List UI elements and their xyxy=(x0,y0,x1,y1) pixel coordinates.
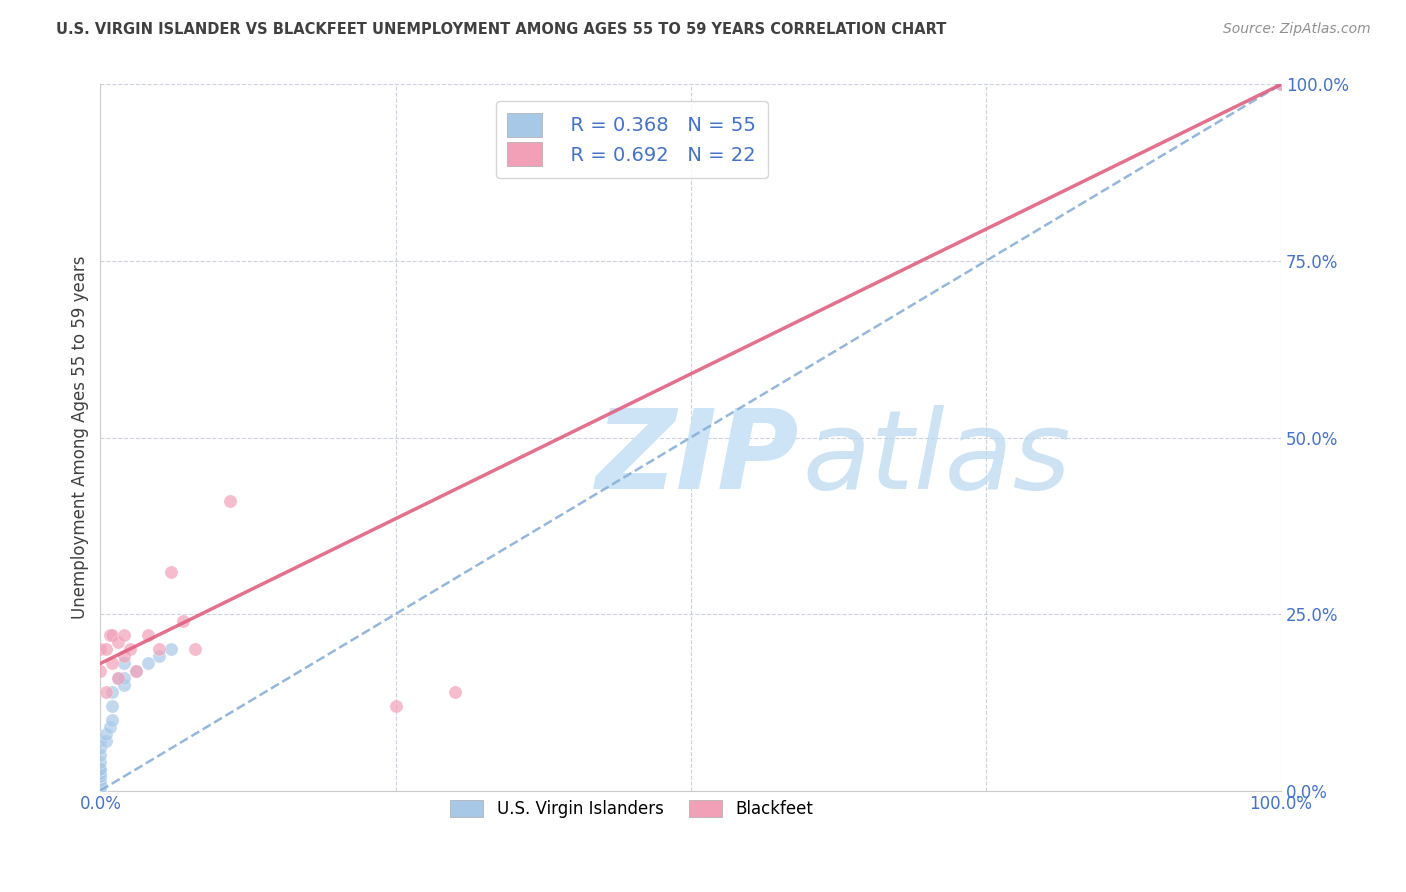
Point xyxy=(89,776,111,790)
Point xyxy=(136,657,159,671)
Point xyxy=(219,494,242,508)
Point xyxy=(89,780,111,794)
Point xyxy=(89,780,111,794)
Point xyxy=(89,783,111,797)
Point xyxy=(89,734,111,748)
Point xyxy=(160,642,183,657)
Point xyxy=(148,649,170,664)
Point xyxy=(96,734,118,748)
Point xyxy=(89,769,111,783)
Point xyxy=(96,727,118,741)
Point xyxy=(101,628,124,642)
Point xyxy=(112,628,135,642)
Point xyxy=(89,783,111,797)
Point xyxy=(89,783,111,797)
Point xyxy=(89,664,111,678)
Point xyxy=(89,783,111,797)
Point xyxy=(89,783,111,797)
Point xyxy=(89,766,111,780)
Point xyxy=(148,642,170,657)
Point xyxy=(89,783,111,797)
Text: U.S. VIRGIN ISLANDER VS BLACKFEET UNEMPLOYMENT AMONG AGES 55 TO 59 YEARS CORRELA: U.S. VIRGIN ISLANDER VS BLACKFEET UNEMPL… xyxy=(56,22,946,37)
Point xyxy=(118,642,141,657)
Point xyxy=(89,748,111,763)
Point xyxy=(89,642,111,657)
Point xyxy=(125,664,148,678)
Point xyxy=(107,671,129,685)
Point xyxy=(89,741,111,756)
Point xyxy=(89,763,111,777)
Point xyxy=(89,783,111,797)
Point xyxy=(89,783,111,797)
Point xyxy=(101,684,124,698)
Point xyxy=(112,657,135,671)
Point xyxy=(89,783,111,797)
Point xyxy=(89,783,111,797)
Text: ZIP: ZIP xyxy=(596,405,800,512)
Point xyxy=(89,780,111,794)
Point xyxy=(89,769,111,783)
Text: atlas: atlas xyxy=(803,405,1071,512)
Point xyxy=(89,776,111,790)
Point xyxy=(96,642,118,657)
Text: Source: ZipAtlas.com: Source: ZipAtlas.com xyxy=(1223,22,1371,37)
Point xyxy=(107,635,129,649)
Point xyxy=(89,783,111,797)
Point xyxy=(89,769,111,783)
Point xyxy=(112,678,135,692)
Point xyxy=(101,713,124,727)
Point xyxy=(98,720,121,734)
Point xyxy=(160,565,183,579)
Point xyxy=(112,649,135,664)
Point xyxy=(107,671,129,685)
Y-axis label: Unemployment Among Ages 55 to 59 years: Unemployment Among Ages 55 to 59 years xyxy=(72,256,89,619)
Point xyxy=(89,780,111,794)
Point xyxy=(101,698,124,713)
Point xyxy=(89,783,111,797)
Point xyxy=(136,628,159,642)
Point xyxy=(89,783,111,797)
Point xyxy=(89,783,111,797)
Point xyxy=(89,783,111,797)
Point xyxy=(1270,78,1292,92)
Point xyxy=(98,628,121,642)
Point xyxy=(443,684,465,698)
Point xyxy=(1270,78,1292,92)
Point xyxy=(96,684,118,698)
Point xyxy=(89,783,111,797)
Point xyxy=(89,776,111,790)
Point xyxy=(89,783,111,797)
Point xyxy=(89,772,111,787)
Point xyxy=(101,657,124,671)
Point xyxy=(384,698,406,713)
Point xyxy=(89,756,111,770)
Point xyxy=(89,780,111,794)
Point xyxy=(89,783,111,797)
Point xyxy=(184,642,207,657)
Point xyxy=(89,776,111,790)
Point xyxy=(89,763,111,777)
Legend: U.S. Virgin Islanders, Blackfeet: U.S. Virgin Islanders, Blackfeet xyxy=(443,793,820,824)
Point xyxy=(89,783,111,797)
Point xyxy=(89,783,111,797)
Point xyxy=(172,614,194,628)
Point xyxy=(125,664,148,678)
Point xyxy=(112,671,135,685)
